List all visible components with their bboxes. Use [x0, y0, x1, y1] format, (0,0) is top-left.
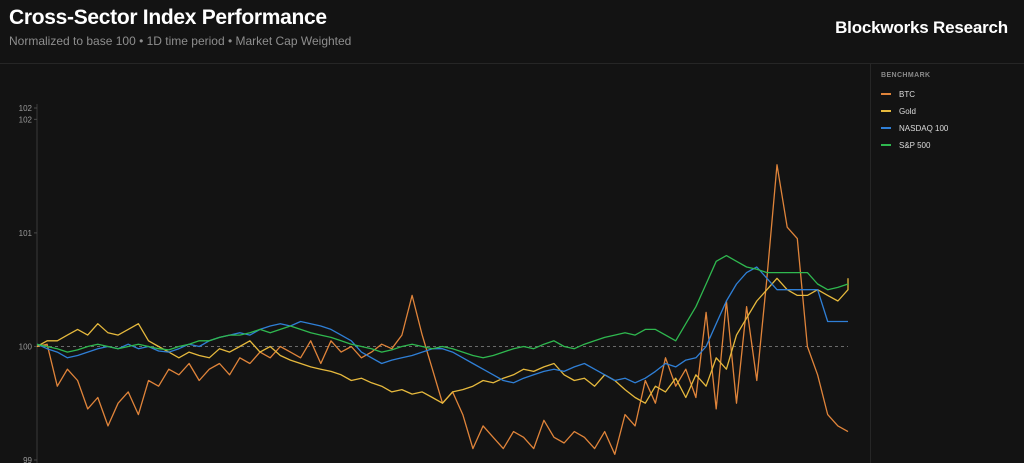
chart-title: Cross-Sector Index Performance: [9, 6, 327, 29]
series-line-gold: [36, 277, 849, 404]
chart-header: Cross-Sector Index Performance Normalize…: [0, 0, 1024, 64]
legend-title: BENCHMARK: [881, 72, 931, 79]
legend-label-gold: Gold: [899, 106, 916, 116]
line-chart: 102 102 101 100 99: [19, 104, 849, 463]
y-tick-label-0: 102: [19, 104, 33, 113]
legend-swatch-gold: [881, 110, 891, 112]
legend-label-nasdaq-100: NASDAQ 100: [899, 123, 949, 133]
legend-item-nasdaq-100[interactable]: NASDAQ 100: [881, 122, 948, 134]
brand-logo-text: Blockworks Research: [835, 18, 1008, 37]
legend-item-btc[interactable]: BTC: [881, 88, 915, 100]
series-line-btc: [36, 164, 849, 455]
legend-label-sp-500: S&P 500: [899, 140, 931, 150]
series-line-s-p-500: [36, 254, 849, 359]
legend-swatch-nasdaq-100: [881, 127, 891, 129]
legend-swatch-sp-500: [881, 144, 891, 146]
y-tick-label-1: 102: [19, 115, 33, 124]
series-line-nasdaq-100: [36, 266, 848, 384]
legend-item-sp-500[interactable]: S&P 500: [881, 139, 930, 151]
legend-swatch-btc: [881, 93, 891, 95]
y-tick-label-4: 99: [23, 456, 32, 463]
chart-subtitle: Normalized to base 100 • 1D time period …: [9, 34, 352, 48]
legend-item-gold[interactable]: Gold: [881, 105, 916, 117]
y-tick-label-3: 100: [19, 342, 33, 351]
legend-panel: BENCHMARK BTC Gold NASDAQ 100 S&P 500: [870, 64, 1024, 463]
legend-label-btc: BTC: [899, 89, 915, 99]
y-tick-label-2: 101: [19, 229, 33, 238]
